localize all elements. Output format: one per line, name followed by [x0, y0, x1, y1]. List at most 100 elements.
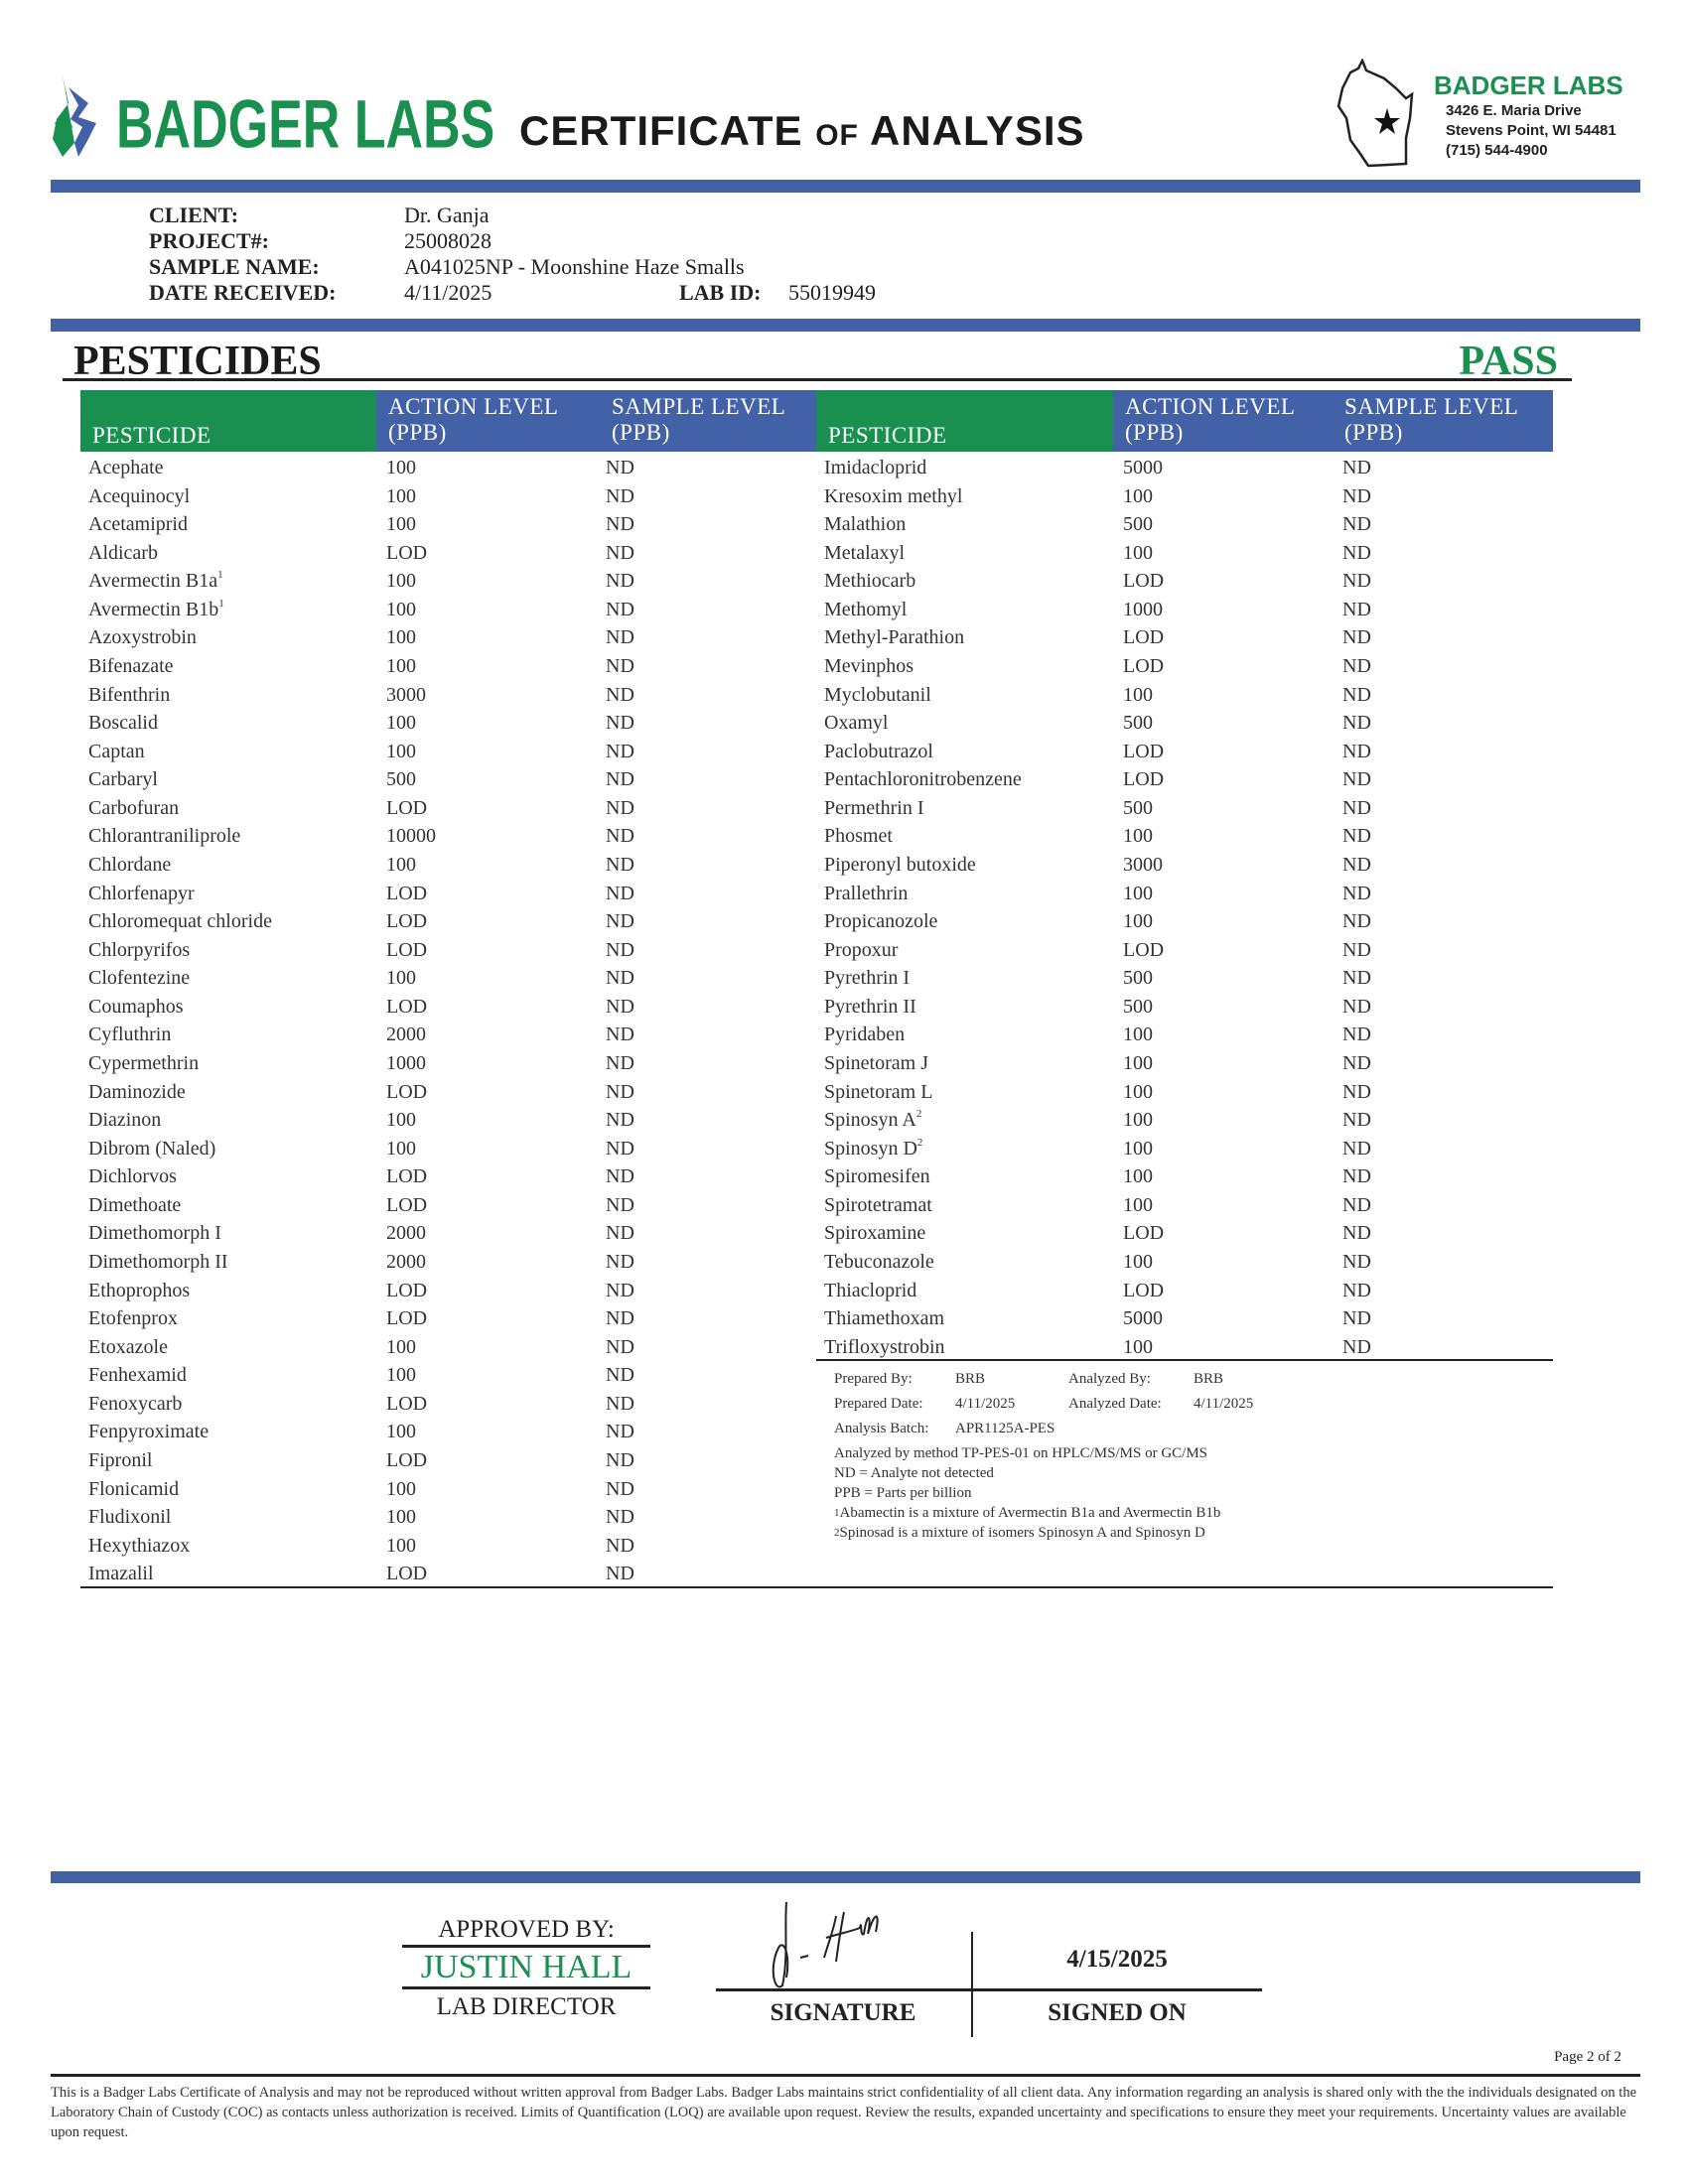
pesticide-name: Avermectin B1a1: [88, 569, 223, 593]
pesticide-name: Fenpyroximate: [88, 1421, 210, 1443]
action-level: 5000: [1123, 1307, 1163, 1330]
pesticide-name: Fenoxycarb: [88, 1392, 183, 1415]
pesticide-name: Acephate: [88, 457, 164, 478]
header-pesticide-right: PESTICIDE: [816, 390, 1113, 452]
sample-level: ND: [606, 570, 634, 593]
batch-value: APR1125A-PES: [955, 1421, 1055, 1436]
action-level: 500: [1123, 796, 1153, 819]
sample-level: ND: [606, 1109, 634, 1132]
action-level: 500: [1123, 967, 1153, 990]
action-level: LOD: [386, 1279, 428, 1301]
batch-label: Analysis Batch:: [834, 1421, 929, 1436]
pesticide-name: Paclobutrazol: [824, 740, 933, 762]
pesticide-name: Malathion: [824, 513, 907, 536]
pesticide-name: Propoxur: [824, 938, 899, 961]
action-level: LOD: [386, 1307, 428, 1330]
action-level: 5000: [1123, 457, 1163, 478]
sample-level: ND: [1342, 1307, 1371, 1330]
pesticide-name: Coumaphos: [88, 995, 184, 1018]
pesticide-name: Mevinphos: [824, 654, 914, 677]
action-level: 100: [1123, 1051, 1153, 1074]
pesticide-name: Methyl-Parathion: [824, 626, 965, 649]
action-level: LOD: [386, 1392, 428, 1415]
address-lab-name: BADGER LABS: [1434, 70, 1623, 100]
pesticide-name: Acequinocyl: [88, 484, 191, 507]
header-action-right: ACTION LEVEL (PPB): [1113, 390, 1333, 452]
sample-level: ND: [1342, 1222, 1371, 1245]
action-level: 1000: [1123, 598, 1163, 620]
pesticide-name: Aldicarb: [88, 541, 158, 564]
action-level: LOD: [386, 541, 428, 564]
sample-level: ND: [606, 712, 634, 735]
header-divider: [51, 180, 1640, 193]
title-part: CERTIFICATE: [519, 107, 803, 154]
action-level: LOD: [386, 995, 428, 1018]
sample-level: ND: [606, 683, 634, 706]
pesticide-name: Thiamethoxam: [824, 1307, 945, 1330]
action-level: 500: [1123, 995, 1153, 1018]
sample-level: ND: [1342, 995, 1371, 1018]
sample-level: ND: [1342, 484, 1371, 507]
pesticide-name: Spiroxamine: [824, 1222, 926, 1245]
address-street: 3426 E. Maria Drive: [1446, 102, 1582, 119]
sample-level: ND: [606, 1534, 634, 1557]
action-level: LOD: [386, 938, 428, 961]
header-action-left: ACTION LEVEL (PPB): [376, 390, 600, 452]
pesticide-name: Methomyl: [824, 598, 908, 620]
action-level: 100: [1123, 910, 1153, 933]
pesticide-name: Spiromesifen: [824, 1165, 930, 1188]
sample-level: ND: [606, 967, 634, 990]
approved-line-top: [402, 1945, 650, 1948]
sample-level: ND: [606, 1563, 634, 1585]
pesticide-name: Oxamyl: [824, 712, 889, 735]
sample-name-label: SAMPLE NAME:: [149, 254, 320, 279]
footnote-mark: 2: [915, 1108, 922, 1121]
disclaimer: This is a Badger Labs Certificate of Ana…: [51, 2085, 1637, 2140]
action-level: 100: [386, 484, 416, 507]
sample-level: ND: [1342, 1165, 1371, 1188]
action-level: 2000: [386, 1222, 426, 1245]
action-level: LOD: [386, 1165, 428, 1188]
action-level: 100: [386, 1534, 416, 1557]
action-level: 10000: [386, 825, 436, 848]
action-level: 3000: [386, 683, 426, 706]
action-level: LOD: [386, 796, 428, 819]
pesticide-name: Captan: [88, 740, 145, 762]
pesticide-name: Ethoprophos: [88, 1279, 191, 1301]
action-level: 100: [386, 967, 416, 990]
sample-level: ND: [1342, 541, 1371, 564]
section-underline: [63, 378, 1572, 381]
section-title: PESTICIDES: [73, 339, 322, 384]
sample-level: ND: [1342, 768, 1371, 791]
pesticide-name: Cypermethrin: [88, 1051, 200, 1074]
pesticide-name: Azoxystrobin: [88, 626, 197, 649]
footnote-text: Spinosad is a mixture of isomers Spinosy…: [839, 1525, 1205, 1541]
client-label: CLIENT:: [149, 203, 239, 227]
address-phone: (715) 544-4900: [1446, 142, 1548, 159]
prepared-by-label: Prepared By:: [834, 1371, 913, 1387]
pesticide-name: Propicanozole: [824, 910, 938, 933]
footnote-mark: 2: [834, 1527, 840, 1539]
pesticide-name: Chloromequat chloride: [88, 910, 272, 933]
sample-level: ND: [606, 1421, 634, 1443]
pesticide-name: Pentachloronitrobenzene: [824, 768, 1022, 791]
pesticide-name: Etoxazole: [88, 1335, 168, 1358]
action-level: 100: [1123, 1335, 1153, 1358]
footnote-mark: 1: [218, 597, 224, 610]
title-part: ANALYSIS: [870, 107, 1085, 154]
sample-level: ND: [606, 910, 634, 933]
sample-level: ND: [606, 1392, 634, 1415]
approved-by-label: APPROVED BY:: [438, 1916, 615, 1943]
action-level: LOD: [386, 1193, 428, 1216]
sample-level: ND: [606, 1080, 634, 1103]
prepared-date-value: 4/11/2025: [955, 1396, 1016, 1412]
action-level: 100: [386, 1477, 416, 1500]
action-level: 500: [386, 768, 416, 791]
action-level: LOD: [1123, 1279, 1165, 1301]
sample-level: ND: [606, 825, 634, 848]
sample-level: ND: [606, 1024, 634, 1046]
sample-level: ND: [606, 995, 634, 1018]
footnote-mark: 1: [834, 1507, 840, 1519]
sample-level: ND: [1342, 967, 1371, 990]
approver-role: LAB DIRECTOR: [436, 1993, 617, 2020]
